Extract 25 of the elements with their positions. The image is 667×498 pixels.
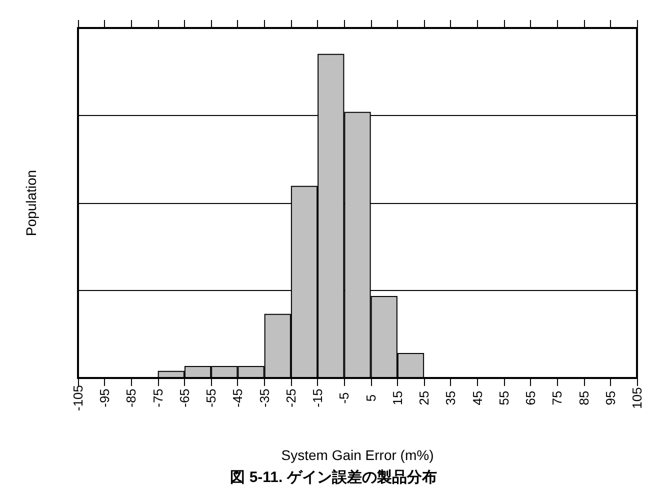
x-tick-label: 55 [496,390,512,406]
x-tick-label: 85 [576,390,592,406]
x-tick-label: 105 [630,387,644,409]
x-tick-label: -25 [283,388,298,408]
x-tick-label: -105 [70,384,86,412]
x-tick-label: -85 [124,388,139,408]
y-axis-title: Population [23,170,39,236]
x-tick-label: -55 [204,388,219,408]
x-tick-label: 5 [363,394,378,402]
x-tick-label: -75 [150,388,166,408]
x-tick-label: -5 [336,392,352,404]
text: 図 5-11. ゲイン誤差の製品分布 [230,469,437,486]
x-tick-label: -35 [256,388,272,408]
x-tick-label: -65 [176,388,192,408]
x-tick-label: 45 [470,390,485,406]
x-tick-label: 15 [390,390,405,406]
x-tick-label: 75 [550,390,565,406]
x-tick-label: -45 [230,388,246,408]
x-tick-label: -95 [97,388,112,408]
x-axis-title: System Gain Error (m%) [281,447,434,463]
x-tick-label: 65 [523,390,538,406]
x-tick-label: 25 [416,390,432,406]
x-tick-label: 35 [443,390,458,406]
x-tick-label: 95 [602,390,618,406]
x-tick-label: -15 [310,388,326,408]
